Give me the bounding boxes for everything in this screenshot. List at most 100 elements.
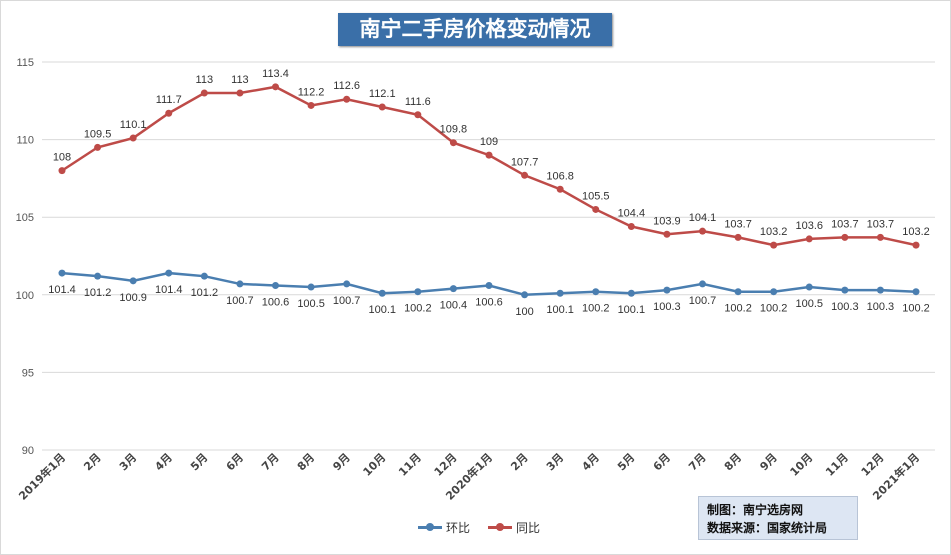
legend-item-tongbi: 同比 [488,519,540,536]
data-label: 109 [480,136,498,148]
data-label: 104.1 [689,212,717,224]
legend: 环比 同比 [418,519,540,536]
data-label: 100.1 [368,304,396,316]
data-label: 103.9 [653,215,681,227]
data-label: 100.7 [333,295,361,307]
data-label: 103.7 [724,218,752,230]
data-point [699,280,706,288]
data-point [94,272,102,280]
data-point [343,280,351,288]
chart-title: 南宁二手房价格变动情况 [338,13,612,46]
data-point [876,286,884,294]
data-label: 100.3 [867,301,895,313]
x-tick-label: 11月 [823,451,851,479]
x-tick-label: 4月 [152,451,174,473]
y-tick-label: 115 [16,57,34,69]
data-point [734,233,742,241]
source-data: 数据来源：国家统计局 [707,521,828,535]
data-point [841,233,849,241]
data-point [627,223,635,231]
x-tick-label: 7月 [259,451,281,473]
data-point [272,83,279,91]
x-tick-label: 12月 [859,451,887,479]
data-point [912,241,920,249]
data-point [165,269,173,277]
data-point [485,281,493,289]
data-label: 100.2 [724,303,752,315]
data-label: 109.8 [440,124,468,136]
x-tick-label: 2月 [508,451,530,473]
data-point [307,101,315,109]
x-tick-label: 5月 [188,451,210,473]
data-point [165,109,173,117]
data-label: 105.5 [582,190,610,202]
data-point [414,288,422,296]
x-tick-label: 5月 [615,451,637,473]
x-tick-label: 9月 [757,451,779,473]
x-tick-label: 4月 [579,451,601,473]
data-label: 112.6 [333,80,360,92]
data-point [556,185,564,193]
data-point [663,230,671,238]
legend-item-huanbi: 环比 [418,519,470,536]
x-tick-label: 8月 [722,451,744,473]
data-label: 103.7 [867,218,895,230]
x-tick-label: 3月 [544,451,566,473]
data-label: 111.7 [156,94,182,106]
data-point [556,289,564,297]
data-point [200,272,208,280]
y-tick-label: 110 [16,135,34,147]
data-label: 100.2 [404,303,432,315]
data-point [94,143,102,151]
x-tick-label: 9月 [330,451,352,473]
data-point [521,291,529,299]
data-label: 100.4 [440,300,468,312]
data-label: 109.5 [84,128,112,140]
data-label: 110.1 [120,119,147,131]
data-label: 101.2 [84,287,112,299]
data-label: 106.8 [546,170,574,182]
x-tick-label: 8月 [295,451,317,473]
data-label: 101.2 [191,287,219,299]
data-label: 101.4 [48,284,76,296]
data-point [521,171,529,179]
data-point [770,288,778,296]
data-label: 100.5 [297,298,325,310]
data-point [307,283,315,291]
data-point [592,205,600,213]
data-label: 112.2 [298,86,325,98]
data-point [841,286,849,294]
data-label: 113 [231,74,249,86]
y-tick-label: 105 [16,212,34,224]
data-point [378,103,386,111]
data-label: 104.4 [618,208,646,220]
data-point [129,277,137,285]
data-point [58,167,66,175]
data-label: 103.2 [902,226,930,238]
series-line-1 [61,85,917,247]
data-label: 113 [196,74,214,86]
data-label: 108 [53,152,71,164]
data-point [449,285,457,293]
data-label: 100.6 [475,296,503,308]
data-point [272,281,279,289]
data-label: 111.6 [405,96,431,108]
legend-swatch [418,523,442,531]
data-point [805,235,813,243]
x-tick-label: 10月 [361,451,389,479]
data-point [627,289,635,297]
data-point [236,280,244,288]
data-point [449,139,457,147]
data-label: 100.5 [795,298,823,310]
data-label: 100.2 [582,303,610,315]
legend-label: 同比 [516,521,541,535]
data-label: 107.7 [511,156,539,168]
data-point [663,286,671,294]
data-label: 100.3 [831,301,859,313]
x-tick-label: 7月 [686,451,708,473]
legend-swatch [488,523,513,531]
data-label: 103.7 [831,218,859,230]
data-point [770,241,778,249]
data-point [912,288,920,296]
